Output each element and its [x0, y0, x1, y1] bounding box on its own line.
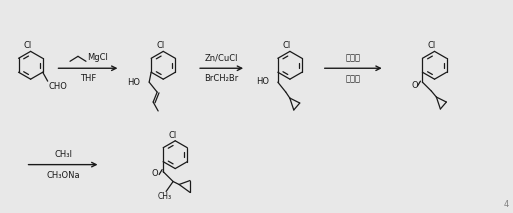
Text: O: O	[412, 81, 419, 90]
Text: Cl: Cl	[168, 131, 176, 140]
Text: CH₃: CH₃	[158, 192, 172, 201]
Text: Cl: Cl	[24, 41, 32, 50]
Text: Cl: Cl	[283, 41, 291, 50]
Text: 草酸氯: 草酸氯	[346, 53, 361, 62]
Text: 4: 4	[504, 200, 509, 209]
Text: THF: THF	[80, 74, 96, 83]
Text: CH₃ONa: CH₃ONa	[46, 171, 80, 180]
Text: O: O	[151, 169, 158, 178]
Text: CHO: CHO	[49, 82, 68, 91]
Text: CH₃I: CH₃I	[54, 150, 72, 159]
Text: Zn/CuCl: Zn/CuCl	[205, 53, 239, 62]
Text: MgCl: MgCl	[87, 53, 108, 62]
Text: 三乙胺: 三乙胺	[346, 74, 361, 83]
Text: Cl: Cl	[427, 41, 436, 50]
Text: BrCH₂Br: BrCH₂Br	[205, 74, 239, 83]
Text: HO: HO	[256, 77, 269, 86]
Text: Cl: Cl	[156, 41, 164, 50]
Text: HO: HO	[127, 78, 140, 87]
